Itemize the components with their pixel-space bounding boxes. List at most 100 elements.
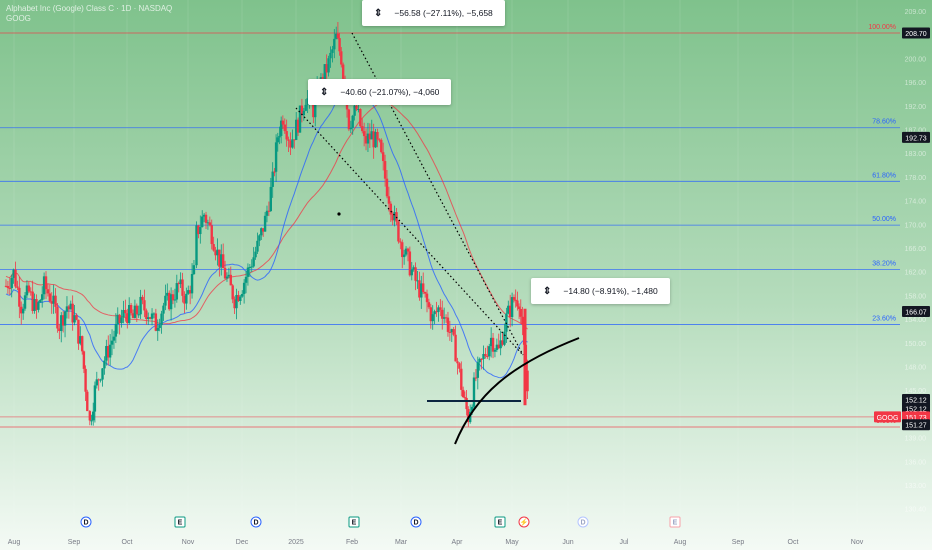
x-tick-label: Oct (788, 539, 799, 546)
candle-body (12, 269, 15, 278)
candle-body (263, 215, 267, 232)
candle-body (188, 290, 192, 294)
candle-body (397, 221, 400, 242)
candle-body (402, 254, 406, 258)
candle-body (460, 368, 463, 390)
candle-layer (4, 22, 529, 427)
candle-body (302, 110, 306, 116)
candle-body (16, 286, 19, 288)
candle-body (84, 368, 87, 392)
candle-body (131, 313, 135, 318)
candle-body (435, 311, 438, 313)
candle-body (173, 299, 177, 301)
candle-body (372, 131, 375, 148)
candle-body (278, 135, 281, 138)
x-tick-label: Apr (452, 539, 464, 546)
candle-body (463, 397, 467, 399)
candle-body (223, 268, 227, 279)
candle-body (244, 276, 248, 283)
price-tag-label: 192.73 (905, 135, 927, 142)
candle-body (476, 362, 480, 378)
candle-body (214, 250, 217, 256)
candle-body (210, 225, 213, 245)
candle-body (71, 303, 74, 323)
candle-body (329, 52, 332, 59)
candle-body (14, 269, 17, 287)
candle-body (90, 420, 93, 422)
candle-body (105, 345, 108, 361)
candle-body (260, 228, 263, 236)
candle-body (81, 336, 84, 352)
fib-label: 23.60% (872, 315, 896, 322)
measure-tooltip-1[interactable]: ⇕ −56.58 (−27.11%), −5,658 (362, 0, 505, 26)
candle-body (276, 137, 279, 143)
candle-body (229, 274, 232, 286)
candle-body (167, 292, 171, 310)
candle-body (470, 406, 474, 412)
candle-body (482, 353, 485, 360)
dividend-marker (410, 516, 422, 528)
candle-body (472, 377, 476, 407)
candle-body (336, 33, 340, 39)
candle-body (347, 109, 351, 130)
price-tag-label: 151.73 (905, 415, 927, 422)
dividend-marker (250, 516, 262, 528)
candle-body (177, 283, 180, 285)
candle-body (254, 251, 257, 258)
candle-body (323, 64, 326, 84)
candle-body (75, 315, 78, 320)
y-tick-label: 187.00 (905, 128, 927, 135)
candle-body (437, 307, 440, 312)
event-marker-label: E (673, 520, 678, 527)
fib-label: 38.20% (872, 261, 896, 268)
candle-body (274, 142, 278, 172)
candle-body (279, 120, 283, 136)
candle-body (456, 361, 459, 364)
measure-icon: ⇕ (543, 285, 552, 297)
fib-label: 78.60% (872, 119, 896, 126)
candle-body (204, 214, 208, 223)
candle-body (368, 133, 372, 140)
candle-body (387, 196, 391, 204)
x-tick-label: Sep (732, 539, 745, 546)
candle-body (185, 293, 188, 304)
candle-body (250, 266, 253, 268)
candle-body (287, 139, 290, 141)
candle-body (296, 119, 300, 133)
candle-body (158, 325, 161, 328)
candle-body (61, 315, 65, 326)
candle-body (452, 329, 455, 335)
measure-tooltip-2[interactable]: ⇕ −40.60 (−21.07%), −4,060 (308, 79, 452, 105)
price-tag-label: 208.70 (905, 31, 927, 38)
candle-body (431, 314, 434, 322)
candle-body (516, 300, 519, 307)
candle-body (429, 307, 433, 322)
candle-body (526, 370, 529, 392)
candle-body (141, 296, 144, 301)
x-tick-label: Dec (236, 539, 249, 546)
candle-body (376, 132, 379, 140)
candle-body (364, 136, 368, 144)
split-marker (518, 516, 530, 528)
candle-body (497, 344, 500, 349)
candle-body (256, 240, 259, 252)
y-tick-label: 139.00 (905, 436, 927, 443)
candle-body (335, 33, 338, 39)
candle-body (218, 249, 221, 267)
candle-body (474, 377, 478, 379)
event-marker-label: ⚡ (520, 518, 529, 527)
candle-body (199, 226, 202, 235)
candle-body (468, 411, 472, 423)
candle-body (99, 379, 102, 381)
event-marker-label: E (352, 520, 357, 527)
candle-body (137, 314, 140, 316)
candle-body (181, 279, 184, 296)
measure-tooltip-3[interactable]: ⇕ −14.80 (−8.91%), −1,480 (531, 278, 670, 304)
candle-body (82, 351, 86, 369)
x-tick-label: May (505, 539, 519, 546)
candle-body (122, 310, 125, 318)
curve-drawing (454, 337, 580, 445)
candle-body (416, 280, 419, 282)
